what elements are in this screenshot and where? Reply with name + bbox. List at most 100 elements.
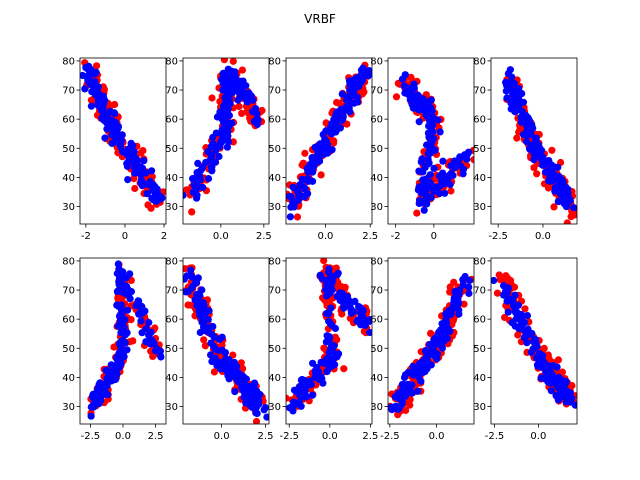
predicted-point <box>204 148 212 156</box>
y-tick-label: 60 <box>62 115 75 126</box>
predicted-point <box>199 314 207 322</box>
actual-point <box>320 258 328 265</box>
predicted-point <box>508 319 516 327</box>
predicted-point <box>250 117 258 125</box>
predicted-point <box>300 183 308 191</box>
predicted-point <box>119 321 127 329</box>
predicted-point <box>544 378 552 386</box>
actual-point <box>341 283 349 291</box>
predicted-point <box>325 357 333 366</box>
predicted-point <box>425 159 433 167</box>
x-tick-label: 0 <box>431 231 437 242</box>
predicted-point <box>113 287 121 295</box>
predicted-point <box>409 362 417 370</box>
predicted-point <box>236 371 245 379</box>
predicted-point <box>127 288 135 296</box>
predicted-point <box>430 351 438 360</box>
actual-point <box>301 149 309 157</box>
predicted-point <box>223 94 231 103</box>
predicted-point <box>434 331 442 339</box>
actual-point <box>340 365 348 373</box>
actual-point <box>514 331 522 339</box>
predicted-point <box>289 183 297 191</box>
predicted-point <box>456 153 464 161</box>
predicted-point <box>547 372 556 380</box>
x-tick-label: 0.0 <box>429 431 445 442</box>
y-tick-label: 40 <box>473 173 486 184</box>
actual-point <box>208 94 216 102</box>
predicted-point <box>441 189 449 197</box>
predicted-point <box>80 71 87 80</box>
predicted-point <box>137 171 145 179</box>
actual-point <box>286 394 290 402</box>
y-tick-label: 80 <box>473 256 486 267</box>
y-tick-label: 50 <box>473 144 486 155</box>
predicted-point <box>193 194 201 202</box>
y-tick-label: 80 <box>165 256 178 267</box>
predicted-point <box>420 206 428 214</box>
predicted-point <box>388 403 395 411</box>
predicted-point <box>115 312 124 320</box>
predicted-point <box>110 109 118 117</box>
predicted-point <box>405 86 413 95</box>
predicted-point <box>239 380 247 388</box>
y-tick-label: 30 <box>370 202 383 213</box>
predicted-point <box>539 357 547 366</box>
points-r1c2 <box>183 58 266 216</box>
predicted-point <box>146 178 154 186</box>
x-tick-label: 0.0 <box>322 431 338 442</box>
x-tick-label: -2.5 <box>485 431 505 442</box>
predicted-point <box>255 400 263 408</box>
actual-point <box>210 368 218 376</box>
predicted-point <box>263 413 269 421</box>
y-tick-label: 40 <box>165 173 178 184</box>
predicted-point <box>148 167 156 175</box>
y-tick-label: 70 <box>370 86 383 97</box>
subplot-r2c5: -2.5 0.0 30 40 50 60 70 80 <box>473 256 578 442</box>
predicted-point <box>447 162 455 170</box>
predicted-point <box>198 165 206 173</box>
actual-point <box>427 329 435 337</box>
predicted-point <box>407 94 415 102</box>
y-tick-label: 60 <box>473 115 486 126</box>
predicted-point <box>414 387 422 395</box>
y-tick-label: 50 <box>268 144 281 155</box>
predicted-point <box>563 199 572 207</box>
predicted-point <box>452 161 460 170</box>
predicted-point <box>95 93 103 101</box>
predicted-point <box>250 379 259 387</box>
predicted-point <box>113 269 121 278</box>
axes-frame <box>490 57 578 225</box>
y-tick-label: 40 <box>268 373 281 384</box>
points-r2c3 <box>286 258 372 415</box>
y-tick-label: 70 <box>473 286 486 297</box>
predicted-point <box>117 344 125 352</box>
predicted-point <box>517 316 525 324</box>
x-tick-label: 2.5 <box>362 231 378 242</box>
x-tick-label: 0.0 <box>115 431 131 442</box>
predicted-point <box>100 116 108 125</box>
predicted-point <box>194 274 202 282</box>
actual-point <box>137 149 145 157</box>
predicted-point <box>204 316 212 324</box>
points-r1c1 <box>80 59 166 212</box>
predicted-point <box>434 116 442 124</box>
predicted-point <box>465 289 473 297</box>
predicted-point <box>331 324 339 332</box>
y-tick-label: 50 <box>370 344 383 355</box>
predicted-point <box>204 175 213 183</box>
predicted-point <box>196 176 204 184</box>
predicted-point <box>338 90 346 98</box>
y-tick-label: 30 <box>268 202 281 213</box>
predicted-point <box>438 320 446 328</box>
predicted-point <box>296 383 304 391</box>
predicted-point <box>119 268 127 276</box>
predicted-point <box>249 96 257 104</box>
predicted-point <box>426 171 434 179</box>
predicted-point <box>553 363 561 371</box>
predicted-point <box>426 149 434 158</box>
predicted-point <box>87 412 95 420</box>
predicted-point <box>401 71 409 79</box>
y-tick-label: 30 <box>165 402 178 413</box>
predicted-point <box>455 306 463 314</box>
